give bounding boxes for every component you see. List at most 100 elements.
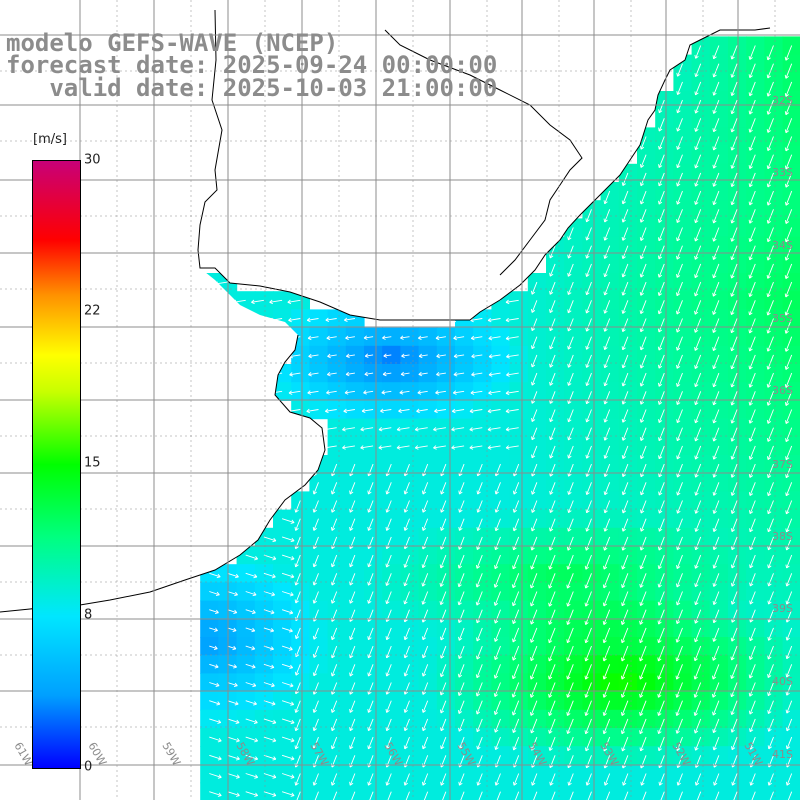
wind-arrow — [767, 573, 774, 587]
wind-arrow — [585, 227, 592, 241]
wind-arrow — [785, 409, 793, 424]
wind-arrow — [385, 736, 392, 750]
wind-arrow — [730, 99, 738, 115]
wind-arrow — [349, 700, 356, 713]
wind-arrow — [603, 318, 611, 332]
wind-arrow — [785, 718, 793, 732]
wind-arrow — [312, 700, 319, 713]
wind-arrow — [458, 482, 465, 495]
wind-arrow — [675, 718, 683, 734]
wind-speed-cell — [291, 364, 310, 383]
wind-arrow — [694, 136, 702, 151]
wind-arrow — [657, 609, 665, 625]
wind-speed-cell — [364, 418, 383, 438]
wind-arrow — [439, 573, 447, 587]
wind-arrow — [585, 263, 592, 277]
wind-arrow — [435, 390, 446, 395]
wind-arrow — [785, 500, 793, 515]
wind-arrow — [494, 554, 501, 570]
wind-arrow — [281, 754, 295, 761]
wind-arrow — [603, 518, 611, 532]
wind-arrow — [676, 773, 683, 786]
wind-arrow — [658, 463, 665, 478]
wind-arrow — [676, 372, 683, 387]
wind-arrow — [469, 445, 483, 450]
latitude-label: 34S — [772, 239, 793, 252]
wind-arrow — [658, 518, 665, 532]
wind-speed-cell — [400, 327, 420, 347]
wind-arrow — [639, 609, 647, 625]
wind-arrow — [453, 372, 465, 377]
wind-arrow — [785, 536, 793, 551]
wind-speed-cell — [236, 291, 256, 310]
wind-arrow — [505, 427, 519, 432]
wind-arrow — [749, 573, 756, 587]
wind-arrow — [363, 335, 374, 340]
wind-arrow — [586, 791, 592, 800]
wind-arrow — [330, 773, 338, 786]
wind-arrow — [676, 81, 683, 95]
wind-speed-cell — [345, 382, 365, 401]
wind-arrow — [549, 372, 556, 386]
wind-arrow — [640, 791, 647, 800]
wind-speed-cell — [273, 291, 292, 310]
wind-arrow — [548, 700, 556, 716]
wind-arrow — [281, 718, 295, 725]
wind-arrow — [585, 518, 592, 532]
wind-arrow — [784, 63, 793, 79]
wind-arrow — [567, 245, 574, 259]
wind-arrow — [475, 573, 483, 588]
wind-arrow — [620, 609, 629, 625]
wind-arrow — [712, 445, 720, 460]
wind-arrow — [657, 318, 665, 333]
wind-arrow — [330, 482, 338, 495]
wind-speed-cell — [746, 782, 765, 800]
wind-arrow — [657, 536, 665, 551]
wind-arrow — [506, 354, 519, 359]
wind-arrow — [401, 353, 410, 359]
wind-arrow — [566, 627, 574, 644]
wind-arrow — [730, 336, 738, 352]
wind-arrow — [227, 682, 238, 688]
wind-arrow — [531, 445, 538, 459]
wind-arrow — [469, 408, 483, 414]
wind-arrow — [712, 573, 720, 587]
wind-arrow — [621, 736, 629, 752]
wind-arrow — [766, 336, 774, 352]
wind-arrow — [458, 645, 465, 659]
wind-speed-cell — [345, 364, 365, 383]
wind-speed-cell — [418, 400, 438, 420]
wind-arrow — [784, 227, 793, 243]
wind-arrow — [675, 573, 683, 588]
wind-arrow — [458, 536, 465, 550]
wind-arrow — [511, 573, 520, 589]
wind-arrow — [712, 154, 720, 169]
wind-arrow — [711, 664, 720, 680]
wind-arrow — [785, 700, 793, 714]
wind-arrow — [748, 682, 756, 697]
wind-speed-cell — [382, 382, 401, 401]
wind-arrow — [227, 591, 238, 597]
wind-arrow — [505, 408, 519, 414]
wind-arrow — [584, 664, 592, 680]
wind-arrow — [470, 335, 483, 341]
wind-arrow — [457, 609, 465, 624]
wind-arrow — [512, 482, 520, 495]
wind-arrow — [294, 627, 301, 640]
wind-arrow — [639, 209, 647, 223]
wind-arrow — [748, 463, 756, 478]
wind-arrow — [748, 645, 756, 660]
wind-arrow — [639, 409, 647, 423]
wind-arrow — [621, 318, 629, 332]
wind-arrow — [488, 390, 501, 396]
wind-speed-cell — [345, 782, 365, 800]
wind-arrow — [566, 682, 574, 698]
title-forecast-date: forecast date: 2025-09-24 00:00:00 — [6, 51, 498, 79]
wind-arrow — [440, 736, 447, 750]
wind-arrow — [621, 391, 629, 405]
wind-arrow — [457, 554, 465, 569]
wind-arrow — [263, 536, 277, 543]
wind-speed-cell — [709, 782, 729, 800]
wind-arrow — [784, 281, 793, 298]
wind-speed-cell — [436, 418, 456, 438]
